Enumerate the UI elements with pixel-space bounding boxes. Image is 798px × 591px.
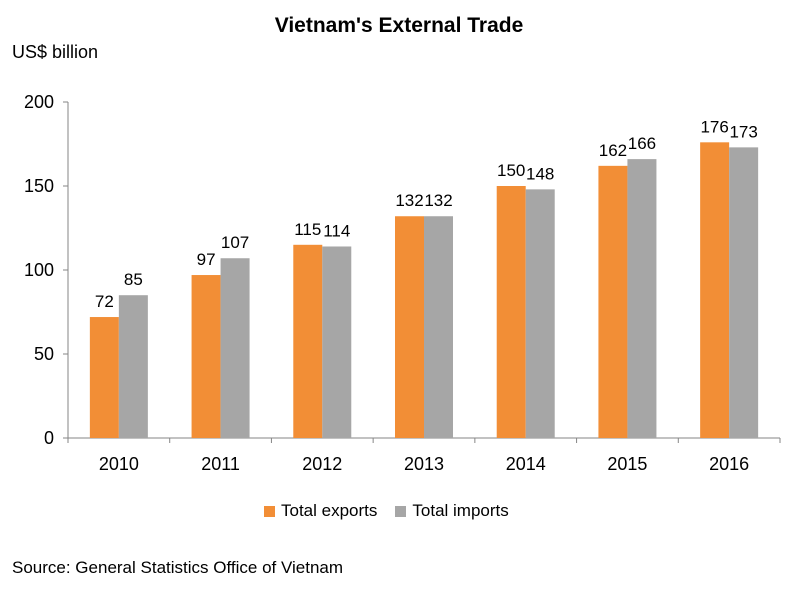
y-tick-label: 100 bbox=[24, 260, 54, 280]
data-label-imports: 107 bbox=[221, 233, 249, 252]
legend-item-imports: Total imports bbox=[395, 501, 509, 521]
bar-imports bbox=[627, 159, 657, 438]
data-label-imports: 114 bbox=[323, 221, 350, 240]
x-tick-label: 2016 bbox=[709, 454, 749, 474]
x-tick-label: 2015 bbox=[607, 454, 647, 474]
legend: Total exports Total imports bbox=[264, 501, 519, 521]
data-label-imports: 85 bbox=[124, 270, 143, 289]
data-label-imports: 166 bbox=[628, 134, 656, 153]
y-tick-label: 200 bbox=[24, 92, 54, 112]
bar-imports bbox=[729, 147, 759, 439]
data-label-exports: 176 bbox=[700, 117, 728, 136]
bar-exports bbox=[496, 186, 526, 438]
bar-exports bbox=[395, 216, 424, 438]
bar-imports bbox=[118, 295, 148, 438]
y-tick-label: 50 bbox=[34, 344, 54, 364]
bar-imports bbox=[322, 246, 352, 438]
data-label-imports: 132 bbox=[424, 191, 452, 210]
source-note: Source: General Statistics Office of Vie… bbox=[12, 558, 344, 577]
data-label-exports: 162 bbox=[599, 141, 627, 160]
legend-label-exports: Total exports bbox=[281, 501, 378, 520]
x-tick-label: 2013 bbox=[404, 454, 444, 474]
data-label-exports: 115 bbox=[294, 220, 321, 239]
x-tick-label: 2012 bbox=[302, 454, 342, 474]
legend-swatch-exports bbox=[264, 505, 275, 517]
y-axis-unit-label: US$ billion bbox=[12, 42, 99, 62]
x-tick-label: 2011 bbox=[201, 454, 240, 474]
legend-swatch-imports bbox=[395, 505, 407, 517]
x-tick-label: 2010 bbox=[99, 454, 139, 474]
legend-item-exports: Total exports bbox=[264, 501, 377, 521]
bar-imports bbox=[525, 189, 555, 438]
y-tick-label: 0 bbox=[44, 428, 54, 448]
bar-exports bbox=[598, 165, 628, 438]
y-tick-label: 150 bbox=[24, 176, 54, 196]
bar-exports bbox=[293, 244, 323, 438]
x-tick-label: 2014 bbox=[506, 454, 546, 474]
chart-title: Vietnam's External Trade bbox=[274, 14, 524, 37]
data-label-exports: 150 bbox=[497, 161, 525, 180]
bar-imports bbox=[424, 216, 453, 438]
bar-exports bbox=[191, 275, 221, 438]
bar-exports bbox=[700, 142, 730, 438]
data-label-imports: 173 bbox=[729, 122, 757, 141]
bar-exports bbox=[89, 317, 119, 438]
data-label-exports: 97 bbox=[197, 250, 216, 269]
data-label-exports: 132 bbox=[395, 191, 423, 210]
data-label-imports: 148 bbox=[526, 164, 554, 183]
bar-imports bbox=[220, 258, 250, 438]
legend-label-imports: Total imports bbox=[412, 501, 509, 520]
data-label-exports: 72 bbox=[95, 292, 114, 311]
